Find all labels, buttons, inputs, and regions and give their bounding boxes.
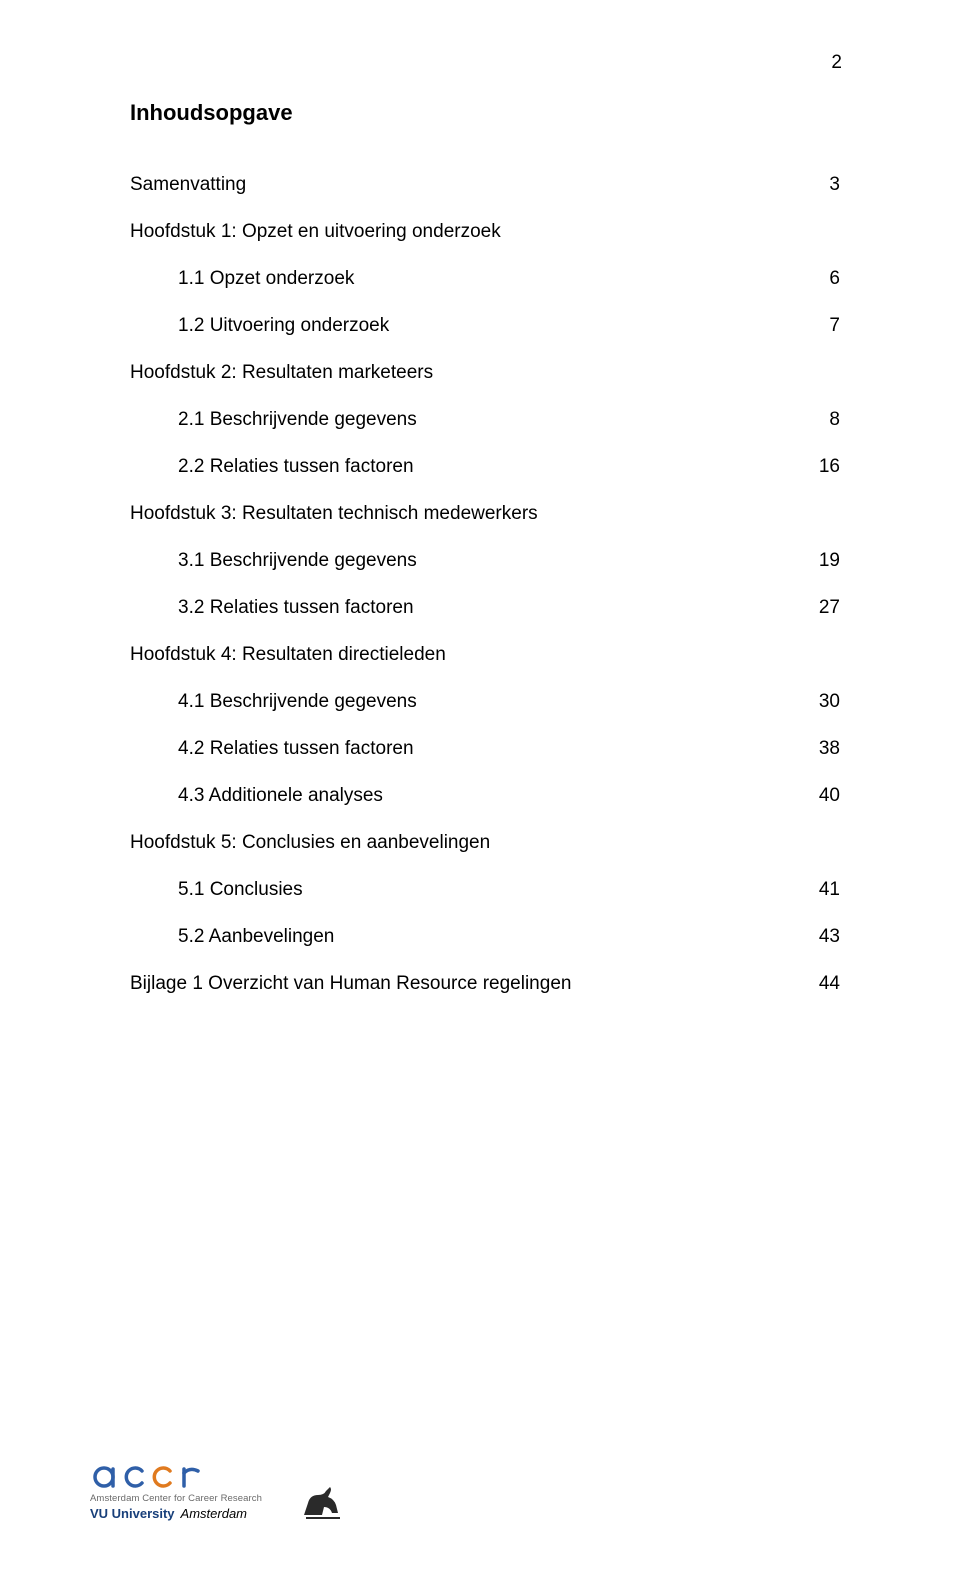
toc-label: 1.1 Opzet onderzoek bbox=[130, 268, 800, 290]
toc-row: Bijlage 1 Overzicht van Human Resource r… bbox=[130, 973, 840, 995]
toc-label: Hoofdstuk 4: Resultaten directieleden bbox=[130, 644, 800, 666]
toc-label: Samenvatting bbox=[130, 174, 800, 196]
toc-page-number: 43 bbox=[800, 926, 840, 948]
toc-row: Hoofdstuk 2: Resultaten marketeers bbox=[130, 362, 840, 384]
toc-label: 4.1 Beschrijvende gegevens bbox=[130, 691, 800, 713]
footer-logo-block: Amsterdam Center for Career Research VU … bbox=[90, 1461, 346, 1521]
toc-label: 1.2 Uitvoering onderzoek bbox=[130, 315, 800, 337]
toc-label: Hoofdstuk 5: Conclusies en aanbevelingen bbox=[130, 832, 800, 854]
toc-page-number: 16 bbox=[800, 456, 840, 478]
toc-label: 5.2 Aanbevelingen bbox=[130, 926, 800, 948]
toc-row: 5.1 Conclusies41 bbox=[130, 879, 840, 901]
toc-row: Hoofdstuk 1: Opzet en uitvoering onderzo… bbox=[130, 221, 840, 243]
vu-university-text: VU University bbox=[90, 1506, 175, 1521]
page-number: 2 bbox=[831, 52, 842, 74]
toc-label: Hoofdstuk 2: Resultaten marketeers bbox=[130, 362, 800, 384]
toc-label: Bijlage 1 Overzicht van Human Resource r… bbox=[130, 973, 800, 995]
toc-row: Samenvatting3 bbox=[130, 174, 840, 196]
griffin-icon bbox=[298, 1485, 346, 1521]
toc-row: 1.1 Opzet onderzoek6 bbox=[130, 268, 840, 290]
toc-page-number: 7 bbox=[800, 315, 840, 337]
toc-label: 2.2 Relaties tussen factoren bbox=[130, 456, 800, 478]
toc-label: Hoofdstuk 1: Opzet en uitvoering onderzo… bbox=[130, 221, 800, 243]
toc-row: 5.2 Aanbevelingen43 bbox=[130, 926, 840, 948]
toc-label: Hoofdstuk 3: Resultaten technisch medewe… bbox=[130, 503, 800, 525]
toc-label: 2.1 Beschrijvende gegevens bbox=[130, 409, 800, 431]
toc-page-number: 30 bbox=[800, 691, 840, 713]
toc-row: 2.2 Relaties tussen factoren16 bbox=[130, 456, 840, 478]
toc-row: 3.2 Relaties tussen factoren27 bbox=[130, 597, 840, 619]
toc-row: 1.2 Uitvoering onderzoek7 bbox=[130, 315, 840, 337]
toc-row: 4.3 Additionele analyses40 bbox=[130, 785, 840, 807]
toc-label: 3.2 Relaties tussen factoren bbox=[130, 597, 800, 619]
toc-page-number: 27 bbox=[800, 597, 840, 619]
toc-row: 3.1 Beschrijvende gegevens19 bbox=[130, 550, 840, 572]
toc-row: 2.1 Beschrijvende gegevens8 bbox=[130, 409, 840, 431]
toc-title: Inhoudsopgave bbox=[130, 100, 840, 126]
toc-label: 4.2 Relaties tussen factoren bbox=[130, 738, 800, 760]
table-of-contents: Samenvatting3 Hoofdstuk 1: Opzet en uitvo… bbox=[130, 174, 840, 995]
toc-page-number: 8 bbox=[800, 409, 840, 431]
toc-page-number: 41 bbox=[800, 879, 840, 901]
toc-row: 4.1 Beschrijvende gegevens30 bbox=[130, 691, 840, 713]
toc-page-number: 3 bbox=[800, 174, 840, 196]
accr-subtitle: Amsterdam Center for Career Research bbox=[90, 1493, 290, 1504]
toc-row: Hoofdstuk 5: Conclusies en aanbevelingen bbox=[130, 832, 840, 854]
toc-label: 3.1 Beschrijvende gegevens bbox=[130, 550, 800, 572]
toc-row: 4.2 Relaties tussen factoren38 bbox=[130, 738, 840, 760]
toc-label: 5.1 Conclusies bbox=[130, 879, 800, 901]
vu-city-text: Amsterdam bbox=[181, 1506, 247, 1521]
toc-row: Hoofdstuk 3: Resultaten technisch medewe… bbox=[130, 503, 840, 525]
accr-logo-icon bbox=[90, 1461, 290, 1491]
toc-row: Hoofdstuk 4: Resultaten directieleden bbox=[130, 644, 840, 666]
toc-page-number: 6 bbox=[800, 268, 840, 290]
toc-page-number: 44 bbox=[800, 973, 840, 995]
toc-page-number: 40 bbox=[800, 785, 840, 807]
toc-label: 4.3 Additionele analyses bbox=[130, 785, 800, 807]
toc-page-number: 38 bbox=[800, 738, 840, 760]
toc-page-number: 19 bbox=[800, 550, 840, 572]
